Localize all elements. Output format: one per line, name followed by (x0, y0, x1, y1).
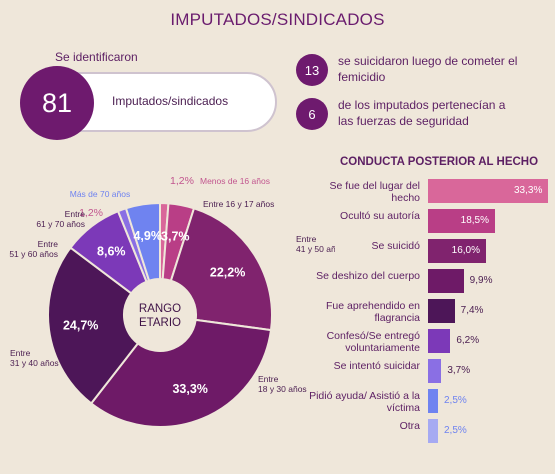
donut-hole (124, 279, 196, 351)
donut-value-label: 33,3% (172, 382, 207, 396)
donut-value-labels: 1,2% 3,7% 22,2% 33,3% 24,7% 8,6% 1,2% 4,9% (63, 175, 245, 396)
identified-count: 81 (20, 66, 94, 140)
bar-category-label: Se deshizo del cuerpo (316, 270, 420, 282)
identified-text: Imputados/sindicados (112, 94, 229, 108)
bar-value-label: 16,0% (451, 245, 481, 256)
donut-category-label: Entre 16 y 17 años (203, 199, 274, 209)
donut-center-title-line2: ETARIO (139, 317, 181, 329)
donut-category-label: Entre 18 y 30 años (258, 374, 307, 394)
bar (428, 419, 438, 443)
bar (428, 359, 442, 383)
donut-category-label: Menos de 16 años (200, 176, 270, 186)
bar-category-label: Otra (399, 420, 420, 432)
donut-value-label: 22,2% (210, 265, 245, 279)
donut-category-label: Más de 70 años (70, 189, 130, 199)
bar-value-label: 6,2% (456, 335, 480, 346)
donut-category-label: Entre 31 y 40 años (10, 348, 59, 368)
identified-label: Se identificaron (55, 50, 138, 64)
conducta-title: CONDUCTA POSTERIOR AL HECHO (340, 156, 539, 168)
donut-category-label: Entre 51 y 60 años (9, 239, 58, 259)
bar (428, 389, 438, 413)
donut-value-label: 1,2% (79, 207, 103, 219)
donut-center-title-line1: RANGO (139, 303, 181, 315)
bar (428, 179, 548, 203)
bar-category-label: Confesó/Se entregó voluntariamente (326, 330, 420, 354)
bar-value-label: 3,7% (447, 365, 471, 376)
donut-category-labels: Menos de 16 años Entre 16 y 17 años Entre 4… (9, 176, 335, 394)
bar-value-label: 2,5% (444, 395, 467, 406)
bar (428, 239, 486, 263)
age-donut-chart: RANGO ETARIO 1,2% 3,7% 22,2% 33,3% 24,7% 8,6%… (9, 175, 335, 428)
bar (428, 299, 455, 323)
bar-category-label: Se suicidó (371, 240, 420, 252)
conducta-bar-chart: Se fue del lugar del hecho 33,3% Ocultó su… (300, 176, 555, 474)
bar-category-label: Fue aprehendido en flagrancia (326, 300, 420, 324)
donut-value-label: 8,6% (97, 245, 126, 259)
bar-category-label: Pidió ayuda/ Asistió a la víctima (309, 390, 420, 414)
bar-value-label: 33,3% (514, 185, 543, 196)
bar (428, 209, 495, 233)
bar-category-label: Se fue del lugar del hecho (329, 180, 420, 204)
bar (428, 269, 464, 293)
stat-suicide-text: se suicidaron luego de cometer el femici… (338, 54, 518, 84)
bar-value-label: 9,9% (469, 275, 493, 286)
donut-value-label: 4,9% (133, 229, 162, 243)
bar (428, 329, 451, 353)
stat-security-count: 6 (296, 98, 328, 130)
donut-value-label: 1,2% (170, 175, 194, 187)
bar-value-label: 2,5% (444, 425, 467, 436)
bar-value-label: 18,5% (460, 215, 490, 226)
donut-category-label: Entre 61 y 70 años (36, 209, 85, 229)
bar-category-label: Ocultó su autoría (340, 210, 420, 222)
donut-value-label: 3,7% (161, 229, 190, 243)
page-title: IMPUTADOS/SINDICADOS (170, 10, 385, 29)
bar-category-label: Se intentó suicidar (333, 360, 420, 372)
bar-value-label: 7,4% (460, 305, 484, 316)
stat-suicide-count: 13 (296, 54, 328, 86)
stat-security-text: de los imputados pertenecían a las fuerz… (338, 98, 506, 128)
donut-value-label: 24,7% (63, 319, 98, 333)
